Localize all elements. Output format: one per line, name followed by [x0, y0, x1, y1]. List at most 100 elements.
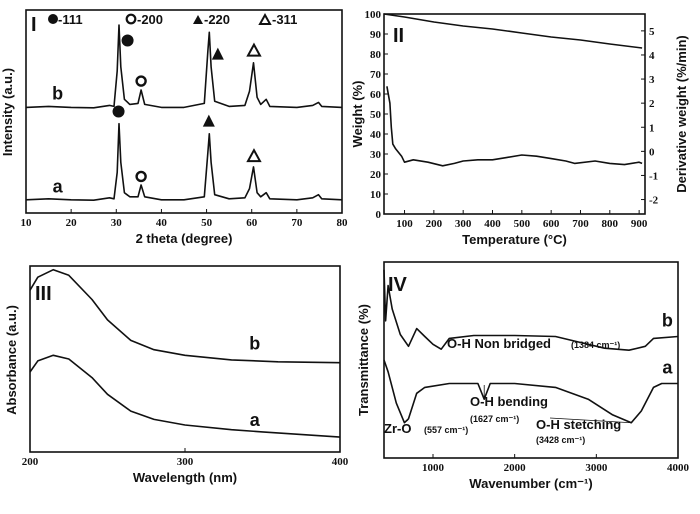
panel-label-IV: IV	[388, 274, 408, 296]
curve-label-a: a	[662, 358, 673, 378]
x-tick-label: 40	[156, 217, 168, 229]
x-axis-label: 2 theta (degree)	[136, 231, 233, 246]
y-tick-label: 80	[370, 49, 382, 61]
annotation-wavenumber: (557 cm⁻¹)	[424, 425, 468, 435]
x-tick-label: 400	[332, 456, 349, 468]
y-axis-label: Intensity (a.u.)	[0, 68, 15, 156]
legend-open-triangle	[258, 12, 272, 25]
annotation-zr-o: Zr-O	[384, 421, 411, 436]
y-tick-label: 60	[370, 89, 382, 101]
marker-311	[246, 42, 262, 57]
annotation-o-h-stetching: O-H stetching	[536, 417, 621, 432]
x-tick-label: 700	[572, 218, 589, 230]
y-tick-label: 40	[370, 129, 382, 141]
x-tick-label: 800	[602, 218, 619, 230]
y-tick-label: 50	[370, 109, 382, 121]
annotation-wavenumber: (1384 cm⁻¹)	[571, 340, 620, 350]
marker-220	[202, 114, 215, 127]
curve-label-a: a	[53, 177, 64, 197]
panel-label-I: I	[31, 14, 37, 36]
marker-200	[135, 170, 147, 183]
marker-220	[211, 47, 224, 60]
y-axis-label: Absorbance (a.u.)	[4, 305, 19, 415]
x-tick-label: 50	[201, 217, 213, 229]
y-tick-label: 0	[376, 209, 382, 221]
x-axis-label: Wavenumber (cm⁻¹)	[469, 476, 592, 491]
x-tick-label: 600	[543, 218, 560, 230]
y-axis-label: Weight (%)	[350, 81, 365, 148]
curve-label-b: b	[52, 83, 63, 103]
legend-open-circle	[125, 13, 137, 25]
curve-label-b: b	[249, 334, 260, 354]
series-line-II-left	[383, 13, 643, 49]
y2-tick-label: 1	[649, 122, 655, 134]
x-tick-label: 200	[426, 218, 443, 230]
x-tick-label: 200	[22, 456, 39, 468]
plot-frame-I	[25, 9, 343, 214]
x-axis-label: Temperature (°C)	[462, 232, 567, 247]
marker-311	[246, 148, 262, 163]
annotation-leader	[404, 419, 409, 424]
x-axis-label: Wavelength (nm)	[133, 470, 237, 485]
legend-I: -111 -200 -220 -311	[48, 12, 297, 27]
y2-axis-label: Derivative weight (%/min)	[674, 35, 689, 192]
y-tick-label: 70	[370, 69, 382, 81]
x-tick-label: 1000	[422, 462, 445, 474]
legend-200: -200	[137, 12, 163, 27]
legend-filled-circle	[48, 14, 58, 24]
curve-label-b: b	[662, 311, 673, 331]
x-tick-label: 2000	[504, 462, 527, 474]
x-tick-label: 300	[455, 218, 472, 230]
y2-tick-label: -1	[649, 170, 658, 182]
marker-111	[112, 105, 125, 118]
x-tick-label: 10	[21, 217, 33, 229]
marker-200	[135, 75, 147, 87]
series-line-III-a	[29, 354, 341, 438]
y-axis-label: Transmittance (%)	[356, 304, 371, 416]
y-tick-label: 10	[370, 189, 382, 201]
y-tick-label: 30	[370, 149, 382, 161]
x-tick-label: 30	[111, 217, 123, 229]
y2-tick-label: 3	[649, 74, 655, 86]
series-line-I-b	[25, 24, 343, 109]
series-line-IV-a	[383, 359, 678, 424]
annotation-o-h-non-bridged: O-H Non bridged	[447, 336, 551, 351]
legend-311: -311	[272, 12, 297, 27]
y-tick-label: 20	[370, 169, 382, 181]
panel-label-III: III	[35, 283, 52, 305]
annotation-o-h-bending: O-H bending	[470, 394, 548, 409]
legend-220: -220	[204, 12, 230, 27]
x-tick-label: 100	[396, 218, 413, 230]
x-tick-label: 70	[291, 217, 303, 229]
x-tick-label: 3000	[585, 462, 608, 474]
y-tick-label: 100	[365, 9, 382, 21]
marker-111	[121, 34, 134, 47]
series-line-I-a	[25, 122, 343, 201]
x-tick-label: 300	[177, 456, 194, 468]
x-tick-label: 500	[514, 218, 531, 230]
legend-filled-triangle	[193, 15, 203, 24]
y2-tick-label: 4	[649, 50, 655, 62]
annotation-wavenumber: (3428 cm⁻¹)	[536, 435, 585, 445]
x-tick-label: 4000	[667, 462, 690, 474]
x-tick-label: 400	[484, 218, 501, 230]
x-tick-label: 80	[337, 217, 349, 229]
y2-tick-label: 5	[649, 26, 655, 38]
x-tick-label: 60	[246, 217, 258, 229]
annotation-leader	[440, 339, 449, 350]
y2-tick-label: -2	[649, 195, 659, 207]
series-line-III-b	[29, 268, 341, 364]
y2-tick-label: 0	[649, 146, 655, 158]
series-line-II-right	[386, 86, 643, 167]
curve-label-a: a	[250, 410, 261, 430]
annotation-leader	[549, 417, 632, 424]
y2-tick-label: 2	[649, 98, 655, 110]
panel-label-II: II	[393, 25, 404, 47]
plot-frame-III	[29, 265, 341, 453]
x-tick-label: 20	[66, 217, 78, 229]
annotation-wavenumber: (1627 cm⁻¹)	[470, 414, 519, 424]
y-tick-label: 90	[370, 29, 382, 41]
legend-111: -111	[58, 12, 83, 27]
